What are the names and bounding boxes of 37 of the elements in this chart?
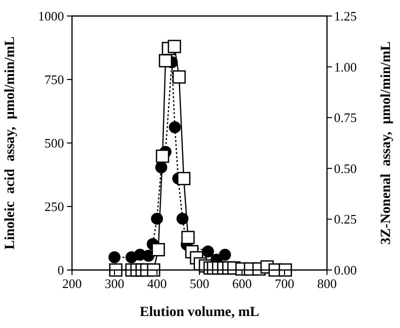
point <box>158 54 172 68</box>
y-tick-label: 0 <box>58 262 64 278</box>
y2-tick-label: 1.25 <box>334 8 357 24</box>
point <box>109 263 122 277</box>
point <box>181 230 195 244</box>
x-tick-label: 600 <box>232 276 252 291</box>
point <box>152 243 165 256</box>
y2-tick-label: 0.75 <box>334 110 357 126</box>
x-tick-label: 400 <box>147 276 167 291</box>
point <box>168 40 182 54</box>
x-tick-label: 800 <box>317 276 337 291</box>
y2-tick-label: 0.50 <box>334 160 357 176</box>
point <box>172 70 186 84</box>
y-tick-label: 750 <box>44 72 64 87</box>
point <box>108 251 120 264</box>
y-tick-label: 1000 <box>38 8 64 24</box>
point <box>278 263 292 277</box>
point <box>176 212 188 225</box>
y-axis-title: Linoleic acid assay, µmol/min/mL <box>3 36 18 250</box>
y2-axis-title: 3Z-Nonenal assay, µmol/min/mL <box>379 41 394 245</box>
y-tick-label: 500 <box>44 136 64 150</box>
x-tick-label: 700 <box>274 276 294 291</box>
point <box>219 248 231 261</box>
y2-tick-label: 0.00 <box>334 262 357 278</box>
y2-tick-label: 0.25 <box>334 212 357 227</box>
x-tick-label: 500 <box>190 276 210 291</box>
x-tick-label: 200 <box>62 276 82 291</box>
x-axis-title: Elution volume, mL <box>140 305 260 320</box>
point <box>168 121 181 134</box>
point <box>202 245 214 258</box>
point <box>177 172 190 186</box>
point <box>151 212 163 225</box>
x-tick-label: 300 <box>104 276 124 291</box>
y-tick-label: 250 <box>44 199 64 214</box>
point <box>156 150 170 163</box>
point <box>146 263 160 277</box>
y2-tick-label: 1.00 <box>334 59 357 74</box>
